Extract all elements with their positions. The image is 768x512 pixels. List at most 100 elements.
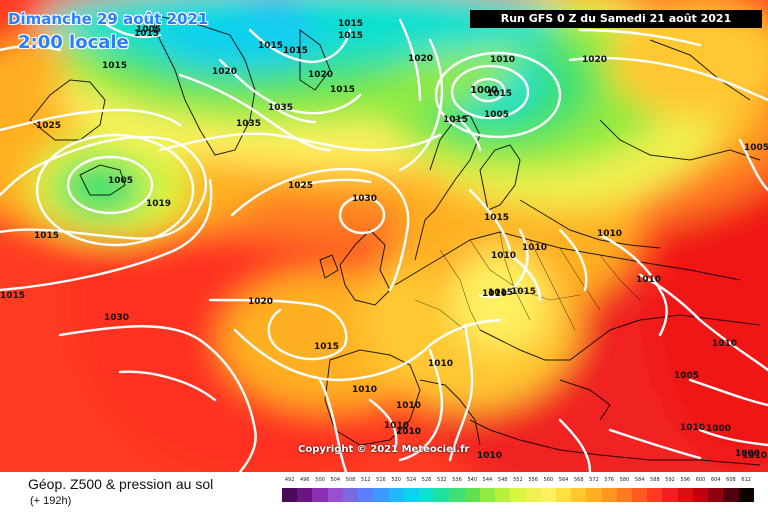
isobar-label: 1005 [108, 176, 133, 186]
legend-tick-label: 576 [604, 477, 614, 483]
isobar-label: 1010 [396, 401, 421, 411]
legend-tick-label: 580 [619, 477, 630, 483]
isobar-label: 1015 [314, 342, 339, 352]
isobar-label: 1035 [236, 119, 261, 129]
legend-tick-label: 608 [726, 477, 736, 483]
legend-tick-label: 604 [710, 477, 721, 483]
legend-swatch [464, 488, 480, 502]
legend-swatch [297, 488, 313, 502]
isobar-label: 1020 [212, 67, 237, 77]
isobar-label: 1010 [742, 451, 767, 461]
isobar-label: 1010 [396, 427, 421, 437]
isobar-label: 1010 [522, 243, 547, 253]
isobar-label: 1020 [582, 55, 607, 65]
legend-swatch [510, 488, 526, 502]
isobar-label: 1020 [248, 297, 273, 307]
legend-tick-label: 592 [665, 477, 675, 483]
isobar-label: 1010 [477, 451, 502, 461]
isobar-label: 1025 [288, 181, 313, 191]
isobar-label: 1005 [744, 143, 768, 153]
isobar-label: 1000 [735, 449, 760, 459]
isobar-label: 1015 [330, 85, 355, 95]
legend-tick-label: 508 [345, 477, 356, 483]
isobar-label: 1010 [712, 339, 737, 349]
isobar-label: 1015 [338, 31, 363, 41]
isobar-labels: 1000 1000 1000 1005 1005 1005 1005 1005 … [0, 19, 768, 461]
legend-swatch [601, 488, 617, 502]
map-title: Géop. Z500 & pression au sol [28, 476, 214, 492]
isobar-label: 1015 [338, 19, 363, 29]
legend-swatch [434, 488, 450, 502]
isobar-label: 1010 [490, 55, 515, 65]
legend-swatch [342, 488, 359, 502]
legend-tick-label: 584 [634, 477, 645, 483]
legend-swatch [282, 488, 298, 502]
legend-tick-label: 528 [421, 477, 432, 483]
isobar-label: 1030 [104, 313, 129, 323]
legend-tick-label: 600 [695, 477, 706, 483]
legend-swatch [738, 488, 754, 502]
legend-tick-label: 500 [315, 477, 325, 483]
legend-tick-label: 544 [482, 477, 493, 483]
forecast-date: Dimanche 29 août 2021 [8, 10, 209, 28]
isobar-label: 1015 [0, 291, 25, 301]
color-legend: 492 496 500 504 508 512 516 520 524 528 532 536 540 5… [282, 477, 754, 507]
map-canvas: 1000 1000 1000 1005 1005 1005 1005 1005 … [0, 0, 768, 472]
legend-tick-label: 496 [300, 477, 310, 483]
legend-swatch [586, 488, 602, 502]
isobar-label: 1015 [102, 61, 127, 71]
legend-swatch [525, 488, 541, 502]
isobar-label: 1015 [511, 287, 536, 297]
legend-swatch [403, 488, 419, 502]
legend-swatch [632, 488, 648, 502]
legend-tick-label: 568 [573, 477, 584, 483]
isobar-label: 1015 [487, 89, 512, 99]
legend-tick-label: 520 [391, 477, 401, 483]
legend-ticks: 492 496 500 504 508 512 516 520 524 528 532 536 540 5… [282, 477, 754, 487]
legend-tick-label: 596 [680, 477, 691, 483]
legend-swatch [708, 488, 724, 502]
run-info: Run GFS 0 Z du Samedi 21 août 2021 [470, 10, 762, 28]
isobar-label: 1020 [408, 54, 433, 64]
isobar-label: 1019 [146, 199, 171, 209]
geopotential-shading [0, 0, 768, 472]
legend-swatch [479, 488, 496, 502]
isobar-label: 1015 [443, 115, 468, 125]
isobar-label: 1010 [396, 427, 421, 437]
legend-tick-label: 532 [437, 477, 447, 483]
legend-swatch [327, 488, 343, 502]
forecast-time: 2:00 locale [18, 32, 129, 53]
legend-tick-label: 548 [497, 477, 508, 483]
legend-swatch [662, 488, 678, 502]
legend-swatch [388, 488, 404, 502]
isobar-label: 1015 [484, 213, 509, 223]
legend-tick-label: 572 [589, 477, 599, 483]
isobar-label: 1005 [136, 25, 161, 35]
legend-tick-label: 564 [558, 477, 569, 483]
legend-tick-label: 504 [330, 477, 341, 483]
legend-swatch [358, 488, 374, 502]
isobar-label: 1010 [597, 229, 622, 239]
borders [414, 231, 641, 331]
legend-tick-label: 536 [452, 477, 462, 483]
legend-tick-label: 560 [543, 477, 554, 483]
legend-swatch [540, 488, 556, 502]
isobars [0, 18, 768, 472]
isobar-label: 1000 [706, 424, 731, 434]
legend-tick-label: 524 [406, 477, 417, 483]
isobar-label: 1010 [491, 251, 516, 261]
isobar-label: 1020 [308, 70, 333, 80]
legend-swatch [692, 488, 709, 502]
isobar-label: 1000 [470, 85, 498, 96]
weather-map: 1000 1000 1000 1005 1005 1005 1005 1005 … [0, 0, 768, 472]
isobar-label: 1015 [283, 46, 308, 56]
isobar-label: 1010 [482, 289, 507, 299]
footer: Géop. Z500 & pression au sol (+ 192h) 49… [0, 472, 768, 512]
legend-swatch [312, 488, 328, 502]
legend-swatch [418, 488, 435, 502]
copyright: Copyright © 2021 Meteociel.fr [298, 444, 470, 455]
isobar-label: 1015 [134, 29, 159, 39]
legend-tick-label: 612 [741, 477, 751, 483]
isobar-label: 1010 [352, 385, 377, 395]
isobar-label: 1010 [680, 423, 705, 433]
